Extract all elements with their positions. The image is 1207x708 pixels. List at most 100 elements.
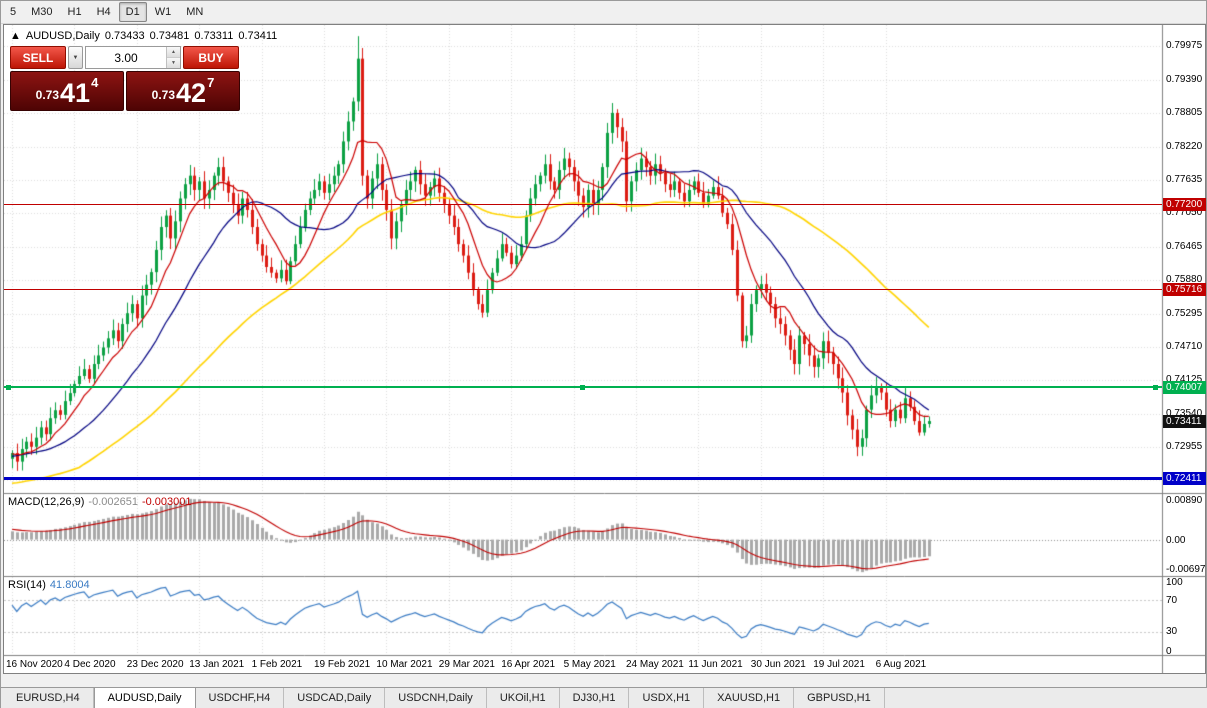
horizontal-resistance-line-upper[interactable] xyxy=(4,204,1162,206)
line-handle[interactable] xyxy=(580,384,585,390)
timeframe-button-m30[interactable]: M30 xyxy=(24,2,59,22)
timeframe-button-5[interactable]: 5 xyxy=(3,2,23,22)
date-tick-label: 16 Nov 2020 xyxy=(6,659,63,670)
horizontal-resistance-line-lower[interactable] xyxy=(4,288,1162,290)
price-tick-label: 0.74710 xyxy=(1166,340,1203,352)
chart-tabs-bar: EURUSD,H4 AUDUSD,Daily USDCHF,H4 USDCAD,Dai… xyxy=(1,687,1207,708)
price-tick-label: 0.77050 xyxy=(1166,207,1203,219)
chart-tab-dj30-h1[interactable]: DJ30,H1 xyxy=(560,688,630,708)
chevron-down-icon: ▼ xyxy=(72,54,79,61)
line-handle[interactable] xyxy=(6,384,11,390)
sell-price-prefix: 0.73 xyxy=(35,88,60,102)
chart-tab-usdx-h1[interactable]: USDX,H1 xyxy=(629,688,705,708)
timeframe-button-mn[interactable]: MN xyxy=(179,2,210,22)
ohlc-close: 0.73411 xyxy=(238,30,278,42)
sell-button[interactable]: SELL xyxy=(10,46,66,69)
date-tick-label: 16 Apr 2021 xyxy=(501,659,556,670)
ohlc-high: 0.73481 xyxy=(149,30,190,42)
timeframe-button-h4[interactable]: H4 xyxy=(90,2,118,22)
sell-price-main: 41 xyxy=(60,78,91,108)
buy-price-prefix: 0.73 xyxy=(151,88,176,102)
chart-tab-gbpusd-h1[interactable]: GBPUSD,H1 xyxy=(794,688,885,708)
volume-spinner: ▲ ▼ xyxy=(166,47,180,68)
price-tag-0.77200: 0.77200 xyxy=(1163,198,1206,212)
macd-signal-value: -0.003001 xyxy=(141,496,192,508)
date-tick-label: 23 Dec 2020 xyxy=(126,659,184,670)
price-tick-label: 0.78220 xyxy=(1166,140,1203,152)
date-tick-label: 4 Dec 2020 xyxy=(64,659,116,670)
date-tick-label: 30 Jun 2021 xyxy=(750,659,806,670)
price-tick-label: 0.77635 xyxy=(1166,173,1203,185)
price-tick-label: 0.75880 xyxy=(1166,274,1203,286)
price-tick-label: 0.74125 xyxy=(1166,374,1202,385)
sell-price-display[interactable]: 0.73 41 4 xyxy=(10,71,124,111)
volume-input[interactable] xyxy=(86,47,166,68)
price-tick-label: 0.79390 xyxy=(1166,73,1203,85)
price-tick-label: 0.75295 xyxy=(1166,307,1203,319)
rsi-axis-70-label: 70 xyxy=(1166,595,1178,606)
chart-tab-eurusd-h4[interactable]: EURUSD,H4 xyxy=(3,688,94,708)
timeframe-button-h1[interactable]: H1 xyxy=(61,2,89,22)
rsi-indicator-label: RSI(14) 41.8004 xyxy=(8,579,90,591)
date-tick-label: 19 Feb 2021 xyxy=(314,659,371,670)
price-tag-0.74007: 0.74007 xyxy=(1163,380,1206,394)
macd-title: MACD(12,26,9) xyxy=(8,496,85,508)
volume-dropdown-button[interactable]: ▼ xyxy=(68,46,83,69)
chart-tab-usdcad-daily[interactable]: USDCAD,Daily xyxy=(284,688,386,708)
macd-axis-zero-label: 0.00 xyxy=(1166,534,1186,546)
chart-symbol-title: AUDUSD,Daily xyxy=(25,30,100,42)
buy-price-pip: 7 xyxy=(207,75,215,90)
current-price-tag: 0.73411 xyxy=(1163,414,1206,428)
price-tick-label: 0.76465 xyxy=(1166,240,1203,252)
date-tick-label: 5 May 2021 xyxy=(563,659,616,670)
price-tag-0.72411: 0.72411 xyxy=(1163,471,1206,485)
rsi-axis-30-label: 30 xyxy=(1166,626,1178,637)
timeframe-button-d1[interactable]: D1 xyxy=(118,2,147,22)
rsi-value: 41.8004 xyxy=(49,579,90,591)
timeframe-button-w1[interactable]: W1 xyxy=(148,2,179,22)
one-click-trading-panel: SELL ▼ ▲ ▼ BUY 0.73 41 4 0.7 xyxy=(10,46,240,111)
date-tick-label: 6 Aug 2021 xyxy=(875,659,927,670)
chart-tab-ukoil-h1[interactable]: UKOil,H1 xyxy=(487,688,560,708)
date-tick-label: 29 Mar 2021 xyxy=(438,659,495,670)
macd-value: -0.002651 xyxy=(88,496,138,508)
rsi-title: RSI(14) xyxy=(8,579,46,591)
price-tag-0.75716: 0.75716 xyxy=(1163,282,1206,296)
macd-indicator-label: MACD(12,26,9) -0.002651 -0.003001 xyxy=(8,496,192,508)
ohlc-open: 0.73433 xyxy=(104,30,145,42)
chart-window: ▲ AUDUSD,Daily 0.73433 0.73481 0.73311 0.7341… xyxy=(3,24,1206,674)
sell-price-pip: 4 xyxy=(91,75,99,90)
macd-axis-max-label: 0.00890 xyxy=(1166,495,1203,506)
chart-tab-usdchf-h4[interactable]: USDCHF,H4 xyxy=(196,688,285,708)
macd-axis-min-label: -0.00697 xyxy=(1166,564,1206,575)
chart-icon: ▲ xyxy=(10,30,21,42)
horizontal-support-line-blue[interactable] xyxy=(4,476,1162,480)
price-tick-label: 0.79975 xyxy=(1166,40,1203,52)
price-tick-label: 0.73540 xyxy=(1166,407,1203,419)
volume-increase-button[interactable]: ▲ xyxy=(167,47,180,58)
chart-symbol-ohlc-line: ▲ AUDUSD,Daily 0.73433 0.73481 0.73311 0.7341… xyxy=(10,30,282,42)
price-chart-canvas[interactable] xyxy=(4,25,1205,673)
line-handle[interactable] xyxy=(1153,384,1158,390)
price-tick-label: 0.72955 xyxy=(1166,441,1203,453)
date-tick-label: 11 Jun 2021 xyxy=(688,659,743,670)
chart-tab-usdcnh-daily[interactable]: USDCNH,Daily xyxy=(385,688,487,708)
ohlc-low: 0.73311 xyxy=(194,30,234,42)
date-tick-label: 1 Feb 2021 xyxy=(251,659,303,670)
date-tick-label: 19 Jul 2021 xyxy=(813,659,865,670)
price-tick-label: 0.78805 xyxy=(1166,107,1203,119)
buy-button[interactable]: BUY xyxy=(183,46,239,69)
volume-decrease-button[interactable]: ▼ xyxy=(167,58,180,68)
timeframe-toolbar: 5 M30 H1 H4 D1 W1 MN xyxy=(1,1,1206,24)
chart-tab-audusd-daily[interactable]: AUDUSD,Daily xyxy=(93,688,196,708)
rsi-axis-100-label: 100 xyxy=(1166,577,1183,588)
buy-price-main: 42 xyxy=(176,78,207,108)
volume-field-wrap: ▲ ▼ xyxy=(85,46,181,69)
buy-price-display[interactable]: 0.73 42 7 xyxy=(126,71,240,111)
rsi-axis-0-label: 0 xyxy=(1166,646,1172,657)
date-tick-label: 13 Jan 2021 xyxy=(189,659,245,670)
date-tick-label: 24 May 2021 xyxy=(626,659,684,670)
chart-tab-xauusd-h1[interactable]: XAUUSD,H1 xyxy=(704,688,795,708)
date-tick-label: 10 Mar 2021 xyxy=(376,659,433,670)
